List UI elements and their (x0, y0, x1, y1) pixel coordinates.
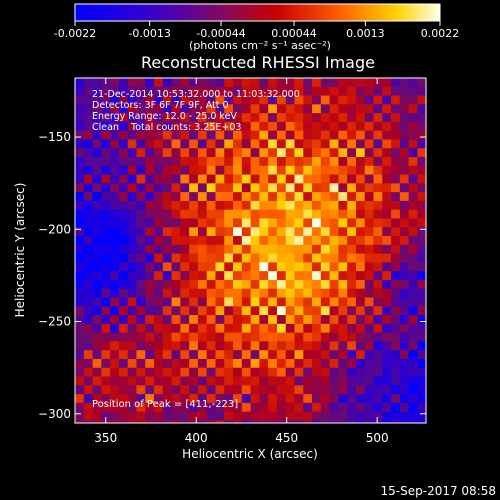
colorbar-tick-label: 0.00044 (271, 27, 317, 40)
x-tick-label: 350 (94, 431, 117, 445)
colorbar-tick-label: 0.0022 (421, 27, 460, 40)
y-tick-label: −150 (38, 130, 71, 144)
x-tick-label: 450 (275, 431, 298, 445)
peak-position-label: Position of Peak = [411,-223] (92, 399, 238, 410)
colorbar (74, 3, 441, 22)
x-tick-label: 500 (366, 431, 389, 445)
colorbar-tick-label: -0.0022 (54, 27, 96, 40)
chart-title: Reconstructed RHESSI Image (141, 53, 375, 72)
annotation-time-range: 21-Dec-2014 10:53:32.000 to 11:03:32.000 (92, 89, 300, 100)
colorbar-unit-label: (photons cm⁻² s⁻¹ asec⁻²) (189, 39, 331, 52)
heatmap-image (75, 78, 426, 423)
x-axis-label: Heliocentric X (arcsec) (182, 447, 318, 461)
axis-ticks: 350 400 450 500 −150 −200 −250 −300 (38, 78, 426, 445)
render-timestamp: 15-Sep-2017 08:58 (381, 484, 496, 498)
y-tick-label: −250 (38, 315, 71, 329)
plot-frame (74, 77, 427, 424)
y-axis-label: Heliocentric Y (arcsec) (13, 183, 27, 318)
y-tick-label: −300 (38, 407, 71, 421)
x-tick-label: 400 (185, 431, 208, 445)
colorbar-ticks: -0.0022 -0.0013 -0.00044 0.00044 0.0013 0.002… (54, 21, 459, 40)
annotation-total-counts: Clean Total counts: 3.25E+03 (92, 122, 241, 133)
colorbar-tick-label: 0.0013 (346, 27, 385, 40)
colorbar-tick-label: -0.00044 (196, 27, 245, 40)
y-tick-label: −200 (38, 222, 71, 236)
colorbar-tick-label: -0.0013 (128, 27, 170, 40)
annotation-block: 21-Dec-2014 10:53:32.000 to 11:03:32.000… (92, 89, 300, 133)
annotation-detectors: Detectors: 3F 6F 7F 9F, Att 0 (92, 100, 229, 111)
annotation-energy-range: Energy Range: 12.0 - 25.0 keV (92, 111, 237, 122)
